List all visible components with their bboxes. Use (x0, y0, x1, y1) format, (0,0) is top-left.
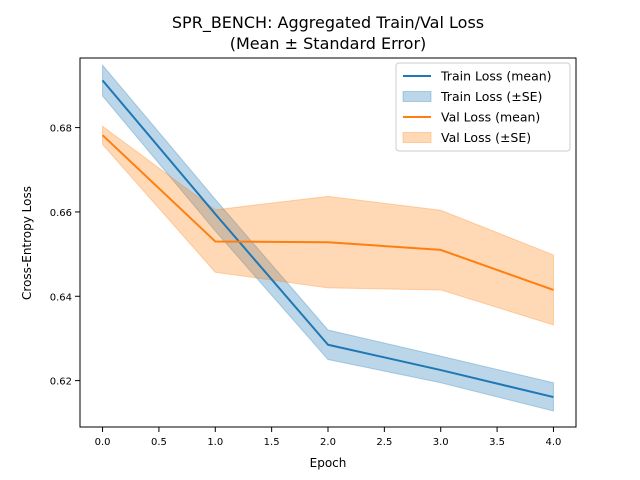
x-tick-label-8: 4.0 (546, 437, 562, 448)
x-tick-label-6: 3.0 (433, 437, 449, 448)
series-band-0 (102, 63, 554, 412)
y-tick-label-1: 0.64 (50, 292, 72, 303)
y-tick-label-0: 0.62 (50, 377, 72, 388)
legend-swatch-band-1 (402, 132, 432, 143)
legend-swatch-band-0 (402, 91, 432, 102)
x-tick-label-4: 2.0 (320, 437, 336, 448)
legend-label-line-0: Train Loss (mean) (440, 69, 552, 84)
series-band-1 (102, 125, 554, 326)
chart-subtitle: (Mean ± Standard Error) (230, 34, 427, 53)
legend-label-band-1: Val Loss (±SE) (441, 130, 531, 145)
x-tick-label-3: 1.5 (264, 437, 280, 448)
x-tick-label-0: 0.0 (95, 437, 111, 448)
x-axis-label: Epoch (310, 456, 347, 470)
x-tick-label-7: 3.5 (489, 437, 505, 448)
legend-box (395, 62, 571, 152)
chart-title: SPR_BENCH: Aggregated Train/Val Loss (172, 13, 484, 33)
plot-area (101, 63, 554, 412)
legend-label-band-0: Train Loss (±SE) (440, 89, 542, 104)
axes: 0.0 0.5 1.0 1.5 2.0 2.5 3.0 3.5 4.0 0.62 0.64 0.66 0… (50, 57, 577, 448)
y-axis-label: Cross-Entropy Loss (20, 186, 34, 300)
x-tick-label-2: 1.0 (207, 437, 223, 448)
y-tick-label-3: 0.68 (50, 124, 72, 135)
legend-label-line-1: Val Loss (mean) (441, 110, 540, 125)
y-tick-label-2: 0.66 (50, 208, 72, 219)
x-tick-label-5: 2.5 (376, 437, 392, 448)
x-tick-label-1: 0.5 (151, 437, 167, 448)
series-group (101, 63, 554, 412)
legend: Train Loss (mean) Train Loss (±SE) Val Los… (395, 62, 571, 152)
